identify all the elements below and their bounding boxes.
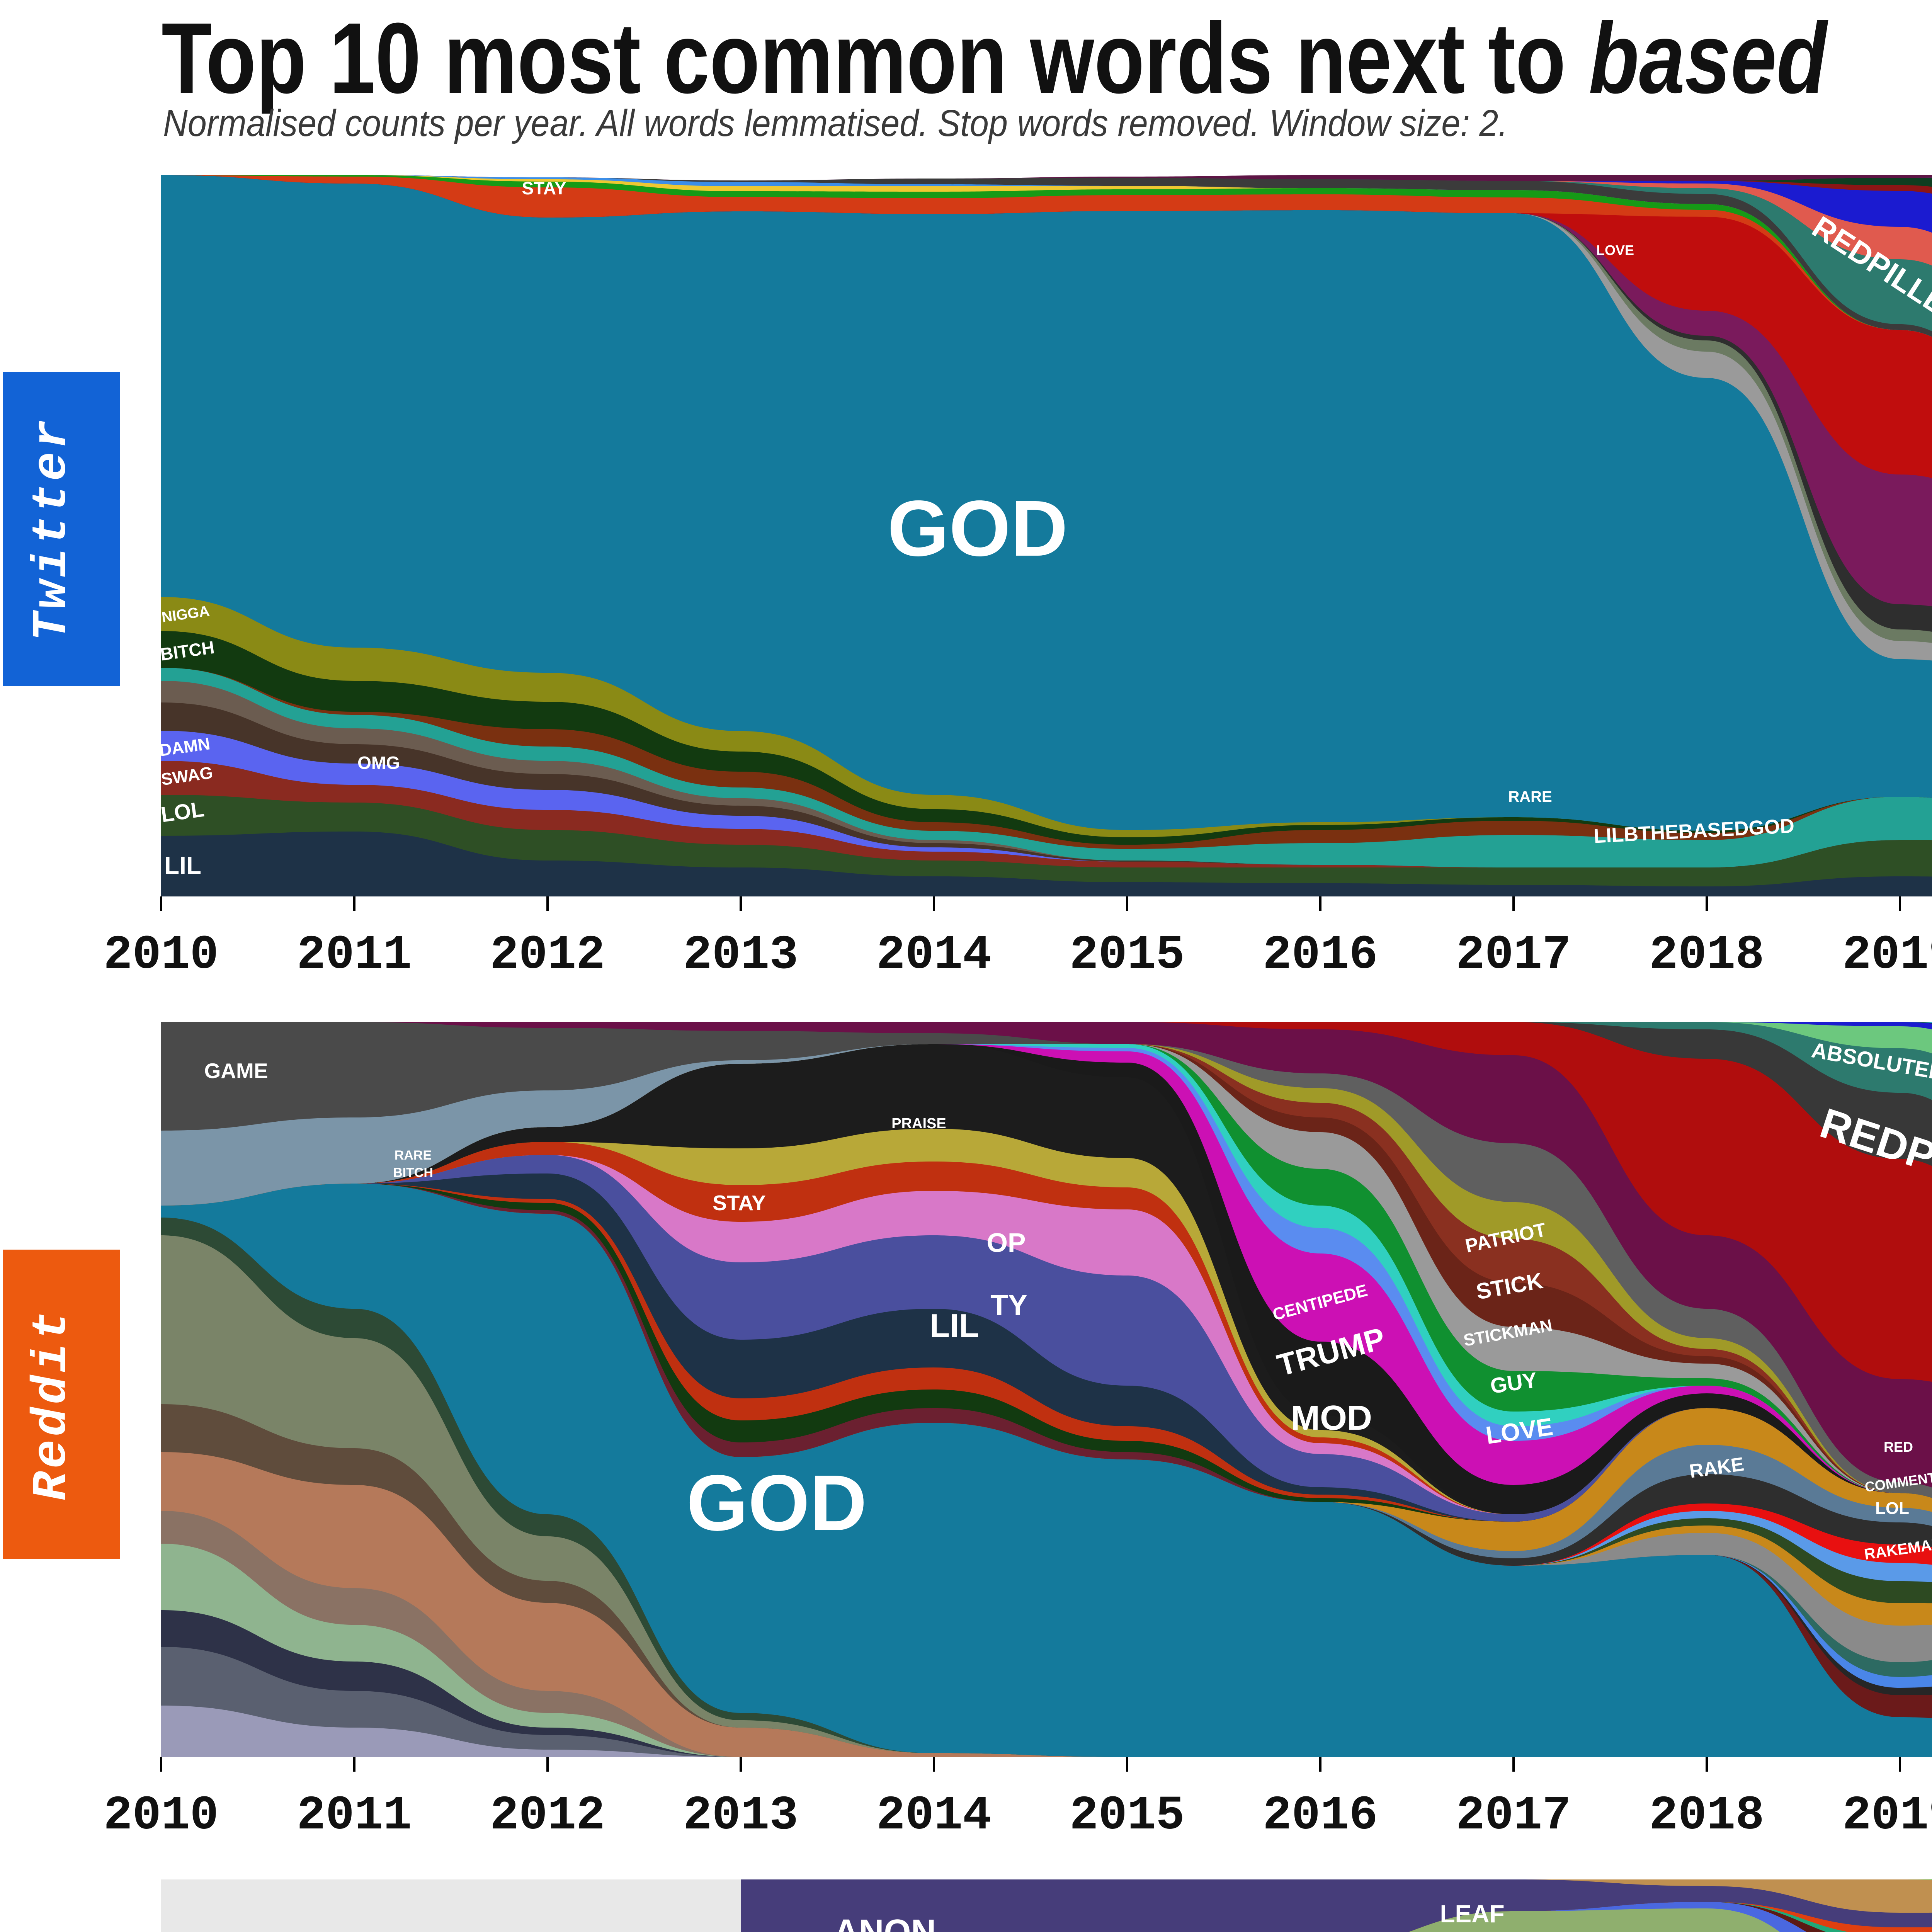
svg-text:2014: 2014 [876, 1789, 992, 1843]
svg-text:2015: 2015 [1070, 1789, 1185, 1843]
svg-text:Top 10 most common words next: Top 10 most common words next to based [162, 2, 1829, 115]
svg-text:TY: TY [990, 1289, 1027, 1321]
svg-text:RED: RED [1884, 1439, 1913, 1455]
svg-text:STAY: STAY [713, 1191, 766, 1215]
svg-text:STAY: STAY [522, 178, 566, 198]
svg-text:BITCH: BITCH [393, 1165, 433, 1180]
svg-text:2018: 2018 [1649, 1789, 1764, 1843]
svg-text:LIL: LIL [164, 852, 201, 879]
svg-text:GAME: GAME [204, 1059, 268, 1083]
svg-text:ANON: ANON [834, 1913, 936, 1932]
svg-text:OMG: OMG [357, 753, 400, 773]
svg-text:2017: 2017 [1456, 1789, 1571, 1843]
svg-text:LEAF: LEAF [1440, 1900, 1504, 1928]
svg-text:2017: 2017 [1456, 929, 1571, 983]
svg-text:2012: 2012 [490, 1789, 605, 1843]
svg-text:2015: 2015 [1070, 929, 1185, 983]
svg-text:Normalised counts per year. Al: Normalised counts per year. All words le… [163, 102, 1508, 144]
svg-text:2013: 2013 [683, 1789, 798, 1843]
svg-text:2011: 2011 [297, 929, 412, 983]
svg-text:2012: 2012 [490, 929, 605, 983]
svg-text:2014: 2014 [876, 929, 992, 983]
svg-text:LOL: LOL [159, 797, 206, 827]
svg-text:LOVE: LOVE [1596, 242, 1634, 258]
svg-text:2016: 2016 [1263, 929, 1378, 983]
svg-text:2010: 2010 [104, 929, 219, 983]
svg-text:2019: 2019 [1842, 929, 1932, 983]
svg-text:2018: 2018 [1649, 929, 1764, 983]
svg-text:GOD: GOD [687, 1459, 867, 1547]
svg-text:RARE: RARE [395, 1148, 432, 1163]
svg-text:MOD: MOD [1291, 1399, 1372, 1437]
svg-text:GOD: GOD [888, 484, 1068, 573]
svg-text:PRAISE: PRAISE [891, 1116, 946, 1132]
svg-text:LIL: LIL [930, 1308, 979, 1344]
svg-text:Reddit: Reddit [25, 1308, 80, 1500]
svg-text:2011: 2011 [297, 1789, 412, 1843]
svg-text:2010: 2010 [104, 1789, 219, 1843]
svg-text:2019: 2019 [1842, 1789, 1932, 1843]
svg-text:2013: 2013 [683, 929, 798, 983]
svg-text:Twitter: Twitter [25, 417, 80, 641]
svg-text:RARE: RARE [1508, 788, 1552, 805]
svg-text:OP: OP [986, 1228, 1026, 1258]
svg-text:LOL: LOL [1875, 1499, 1909, 1518]
svg-text:2016: 2016 [1263, 1789, 1378, 1843]
